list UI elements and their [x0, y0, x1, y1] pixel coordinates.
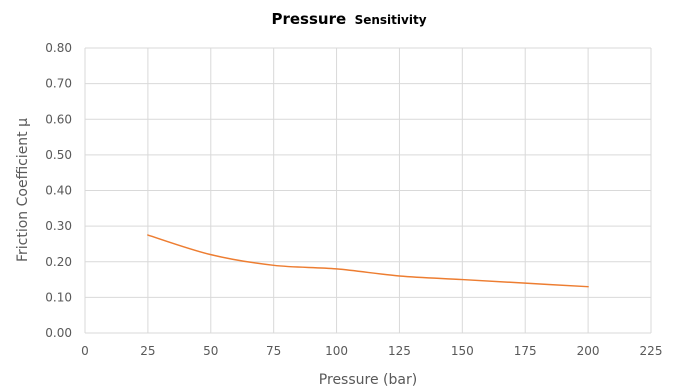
x-tick-label: 150 [451, 344, 474, 358]
y-tick-label: 0.00 [45, 326, 72, 340]
chart-title-main: Pressure [271, 10, 346, 28]
x-tick-label: 200 [577, 344, 600, 358]
y-tick-labels: 0.00 0.10 0.20 0.30 0.40 0.50 0.60 0.70 0.80 [45, 41, 72, 340]
y-tick-label: 0.50 [45, 148, 72, 162]
horizontal-gridlines [85, 47, 651, 334]
series-line-0 [147, 234, 589, 288]
y-axis-label: Friction Coefficient µ [15, 118, 31, 262]
x-tick-labels: 0 25 50 75 100 125 150 175 200 225 [81, 344, 662, 358]
x-tick-label: 0 [81, 344, 89, 358]
y-tick-label: 0.40 [45, 184, 72, 198]
x-axis-label: Pressure (bar) [319, 372, 417, 388]
chart-title: Pressure Sensitivity [271, 10, 426, 28]
y-tick-label: 0.80 [45, 41, 72, 55]
x-tick-label: 175 [514, 344, 537, 358]
x-tick-label: 50 [203, 344, 218, 358]
y-tick-label: 0.70 [45, 77, 72, 91]
x-tick-label: 125 [388, 344, 411, 358]
x-tick-label: 25 [140, 344, 155, 358]
x-tick-label: 75 [266, 344, 281, 358]
y-tick-label: 0.30 [45, 219, 72, 233]
y-tick-label: 0.20 [45, 255, 72, 269]
y-tick-label: 0.10 [45, 290, 72, 304]
y-tick-label: 0.60 [45, 112, 72, 126]
x-tick-label: 100 [325, 344, 348, 358]
chart-title-suffix: Sensitivity [355, 13, 427, 27]
series-group [147, 234, 589, 288]
x-tick-label: 225 [640, 344, 663, 358]
